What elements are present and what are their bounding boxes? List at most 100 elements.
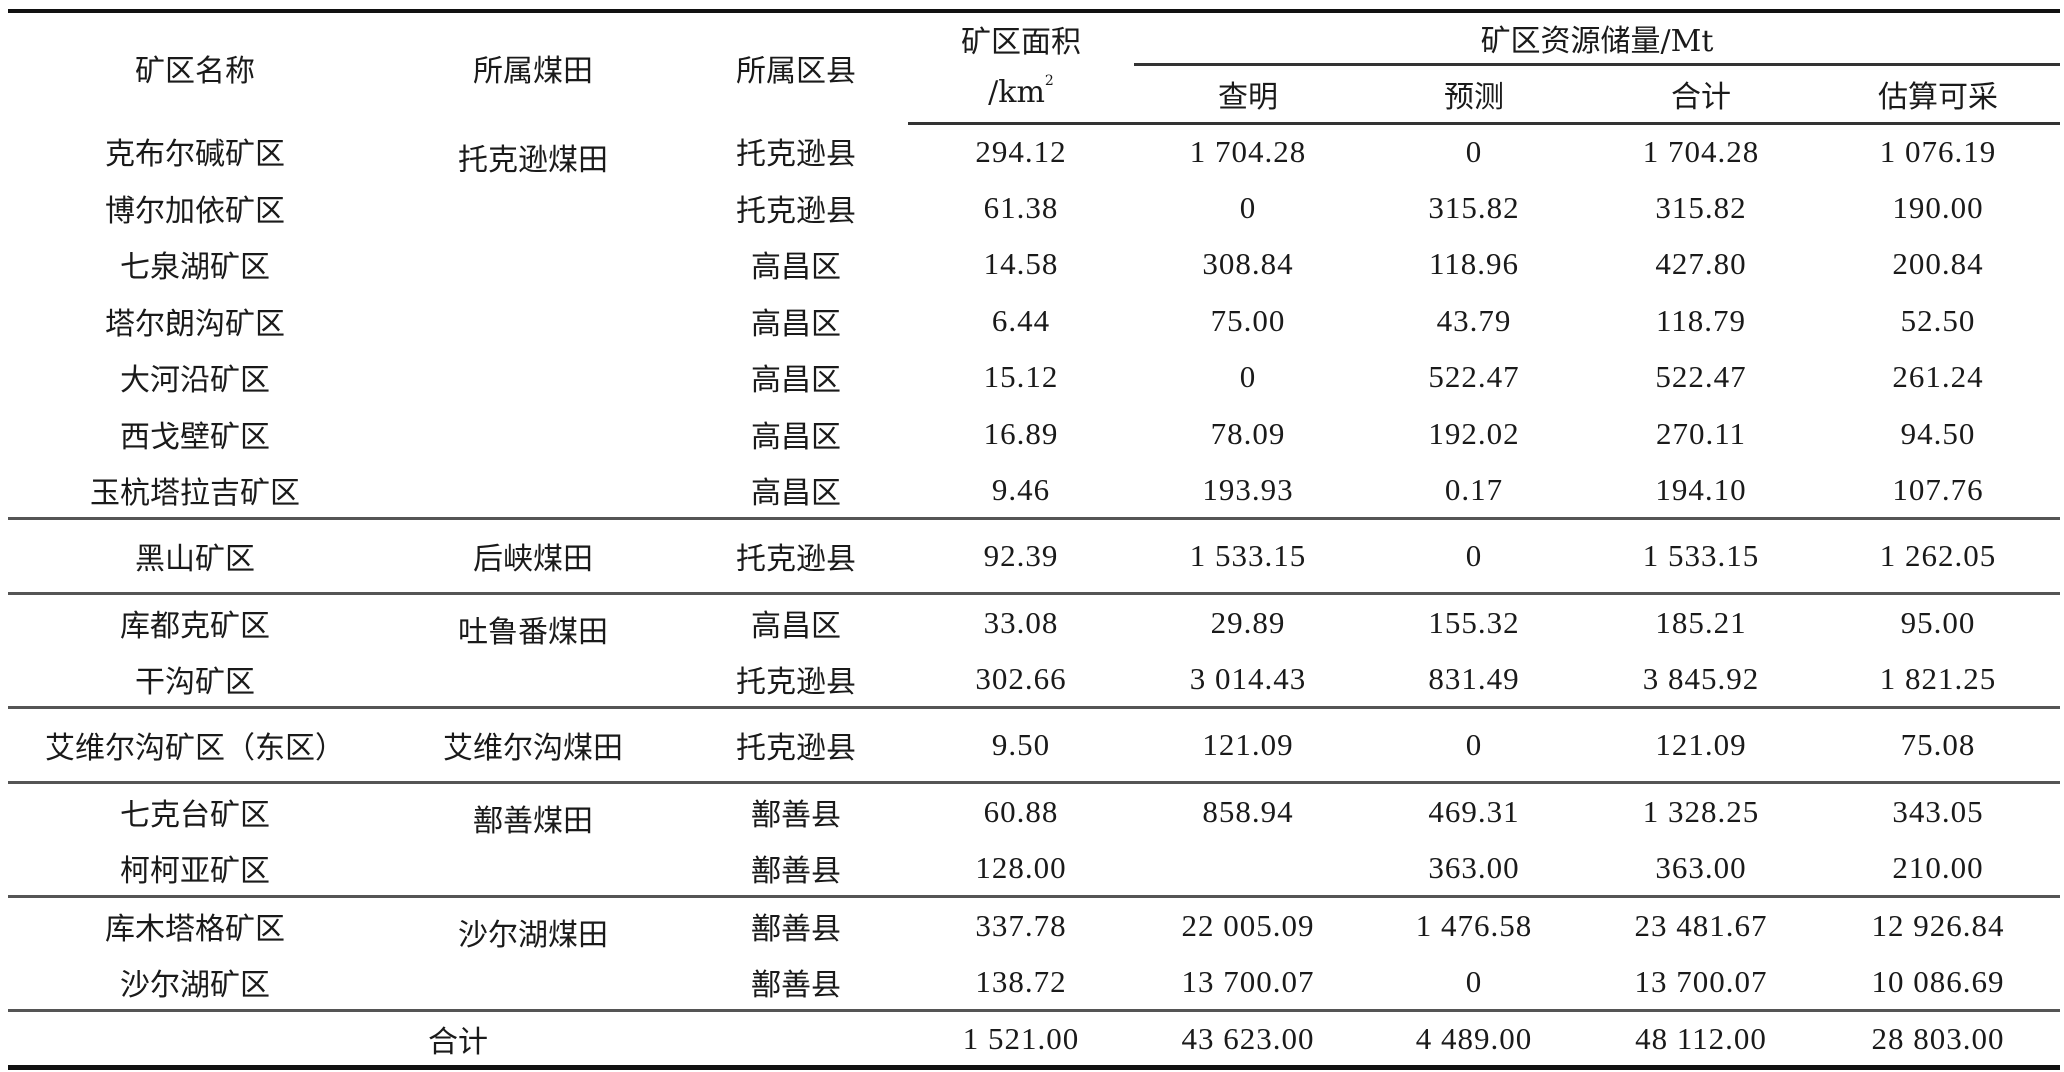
table-row: 黑山矿区 后峡煤田 托克逊县 92.39 1 533.15 0 1 533.15 1 262.… — [8, 518, 2061, 595]
value-area: 6.44 — [991, 302, 1051, 338]
value-proven: 193.93 — [1134, 462, 1362, 520]
county: 高昌区 — [751, 419, 841, 455]
mining-area-name: 大河沿矿区 — [120, 363, 270, 399]
header-total: 合计 — [1586, 64, 1816, 125]
table-row: 塔尔朗沟矿区 高昌区 6.44 75.00 43.79 118.79 52.50 — [8, 293, 2060, 350]
value-proven: 308.84 — [1202, 246, 1294, 282]
value-area: 33.08 — [983, 605, 1059, 640]
coal-field: 鄯善煤田 — [473, 804, 593, 839]
header-proven: 查明 — [1134, 64, 1362, 125]
value-total: 1 328.25 — [1642, 794, 1760, 829]
header-area: 矿区面积 — [908, 9, 1134, 64]
value-recoverable: 94.50 — [1900, 415, 1976, 451]
mining-area-name: 柯柯亚矿区 — [8, 840, 382, 898]
value-area: 294.12 — [975, 134, 1067, 169]
value-proven: 13 700.07 — [1134, 954, 1362, 1012]
total-proven: 43 623.00 — [1134, 1010, 1362, 1070]
coal-field: 吐鲁番煤田 — [458, 615, 608, 650]
value-recoverable: 1 076.19 — [1879, 134, 1997, 169]
value-total: 522.47 — [1655, 359, 1747, 395]
coal-field: 沙尔湖煤田 — [458, 918, 608, 953]
county: 高昌区 — [751, 609, 841, 644]
value-predicted: 0 — [1465, 134, 1483, 169]
county: 托克逊县 — [684, 707, 908, 784]
value-predicted: 1 476.58 — [1415, 908, 1533, 943]
mining-area-name: 七克台矿区 — [120, 798, 270, 833]
value-predicted: 0 — [1362, 954, 1586, 1012]
coal-field — [382, 462, 684, 520]
value-predicted: 469.31 — [1428, 794, 1520, 829]
totals-row: 合计 1 521.00 43 623.00 4 489.00 48 112.00 28 8… — [8, 1010, 2061, 1070]
coal-field — [382, 651, 684, 709]
value-recoverable: 343.05 — [1892, 794, 1984, 829]
area-unit-sup: 2 — [1044, 73, 1054, 90]
value-area: 302.66 — [908, 651, 1134, 709]
value-area: 92.39 — [908, 518, 1134, 595]
mining-area-name: 七泉湖矿区 — [120, 250, 270, 286]
header-reserves: 矿区资源储量/Mt — [1134, 9, 2061, 66]
value-total: 194.10 — [1586, 462, 1816, 520]
mining-area-name: 干沟矿区 — [8, 651, 382, 709]
value-proven: 0 — [1239, 359, 1257, 395]
value-total: 118.79 — [1655, 302, 1747, 338]
table-row: 克布尔碱矿区 托克逊煤田 托克逊县 294.12 1 704.28 0 1 704.28 1 … — [8, 123, 2060, 180]
county: 托克逊县 — [684, 518, 908, 595]
county: 高昌区 — [751, 250, 841, 286]
value-proven — [1134, 840, 1362, 898]
coal-field — [382, 180, 684, 237]
value-recoverable: 1 821.25 — [1816, 651, 2061, 709]
value-total: 270.11 — [1655, 415, 1747, 451]
value-proven: 1 704.28 — [1189, 134, 1307, 169]
value-recoverable: 200.84 — [1892, 246, 1984, 282]
value-predicted: 0 — [1362, 518, 1586, 595]
value-proven: 3 014.43 — [1134, 651, 1362, 709]
value-area: 138.72 — [908, 954, 1134, 1012]
total-predicted: 4 489.00 — [1362, 1010, 1586, 1070]
table-row: 七克台矿区 鄯善煤田 鄯善县 60.88 858.94 469.31 1 328.25 343… — [8, 783, 2060, 841]
header-field: 所属煤田 — [382, 9, 684, 123]
coal-field: 艾维尔沟煤田 — [382, 707, 684, 784]
table-row: 艾维尔沟矿区（东区） 艾维尔沟煤田 托克逊县 9.50 121.09 0 121.09 75.… — [8, 707, 2061, 784]
mining-area-name: 库都克矿区 — [120, 609, 270, 644]
county: 鄯善县 — [684, 840, 908, 898]
value-area: 9.46 — [908, 462, 1134, 520]
county: 托克逊县 — [736, 137, 856, 173]
value-area: 9.50 — [908, 707, 1134, 784]
coal-field — [382, 406, 684, 463]
header-name: 矿区名称 — [8, 9, 382, 123]
value-recoverable: 1 262.05 — [1816, 518, 2061, 595]
county: 鄯善县 — [751, 912, 841, 947]
value-total: 13 700.07 — [1586, 954, 1816, 1012]
value-recoverable: 210.00 — [1816, 840, 2061, 898]
value-proven: 0 — [1239, 189, 1257, 225]
value-total: 185.21 — [1655, 605, 1747, 640]
table-row: 博尔加依矿区 托克逊县 61.38 0 315.82 315.82 190.00 — [8, 180, 2060, 237]
mining-area-name: 克布尔碱矿区 — [105, 137, 285, 173]
total-total: 48 112.00 — [1586, 1010, 1816, 1070]
table-row: 玉杭塔拉吉矿区 高昌区 9.46 193.93 0.17 194.10 107.76 — [8, 462, 2061, 520]
value-area: 128.00 — [908, 840, 1134, 898]
table-row: 七泉湖矿区 高昌区 14.58 308.84 118.96 427.80 200.84 — [8, 236, 2060, 293]
county: 托克逊县 — [684, 651, 908, 709]
coal-field — [382, 349, 684, 406]
county: 托克逊县 — [736, 193, 856, 229]
county: 高昌区 — [751, 363, 841, 399]
table-row: 库木塔格矿区 沙尔湖煤田 鄯善县 337.78 22 005.09 1 476.58 23 … — [8, 897, 2060, 955]
value-total: 363.00 — [1586, 840, 1816, 898]
value-proven: 29.89 — [1210, 605, 1286, 640]
value-proven: 858.94 — [1202, 794, 1294, 829]
value-area: 61.38 — [983, 189, 1059, 225]
coal-field — [382, 840, 684, 898]
value-recoverable: 261.24 — [1892, 359, 1984, 395]
value-predicted: 43.79 — [1436, 302, 1512, 338]
value-area: 337.78 — [975, 908, 1067, 943]
coal-field: 托克逊煤田 — [458, 143, 608, 178]
value-proven: 75.00 — [1210, 302, 1286, 338]
value-predicted: 192.02 — [1428, 415, 1520, 451]
table-row: 库都克矿区 吐鲁番煤田 高昌区 33.08 29.89 155.32 185.21 95.00 — [8, 594, 2060, 652]
header-recoverable: 估算可采 — [1816, 64, 2061, 125]
mining-area-name: 黑山矿区 — [8, 518, 382, 595]
area-unit: /km — [988, 75, 1045, 111]
value-total: 315.82 — [1655, 189, 1747, 225]
value-predicted: 0.17 — [1362, 462, 1586, 520]
